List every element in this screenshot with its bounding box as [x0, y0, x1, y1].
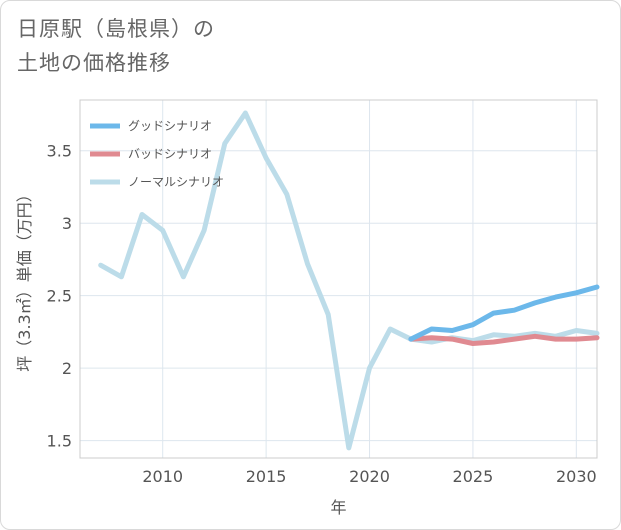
series-layer [98, 110, 600, 451]
series-line-1 [408, 333, 600, 346]
x-tick-label: 2025 [453, 467, 494, 486]
x-tick-label: 2015 [246, 467, 287, 486]
x-tick-label: 2030 [556, 467, 597, 486]
legend-label: バッドシナリオ [128, 147, 212, 161]
y-tick-label: 3 [62, 214, 72, 233]
y-tick-label: 1.5 [47, 432, 72, 451]
x-axis-title: 年 [330, 498, 346, 517]
series-line-2 [98, 110, 600, 451]
grid [80, 100, 597, 458]
y-tick-label: 2.5 [47, 287, 72, 306]
y-tick-label: 2 [62, 359, 72, 378]
x-axis: 2010 2015 2020 2025 2030 [142, 467, 596, 486]
chart-title-line2: 土地の価格推移 [17, 51, 171, 75]
x-tick-label: 2010 [142, 467, 183, 486]
y-axis-title: 坪（3.3㎡）単価（万円） [15, 186, 34, 371]
y-tick-label: 3.5 [47, 142, 72, 161]
chart-title-line1: 日原駅（島根県）の [17, 17, 215, 41]
chart-title: 日原駅（島根県）の 土地の価格推移 [17, 12, 215, 80]
legend-label: ノーマルシナリオ [128, 175, 224, 189]
series-line-0 [408, 284, 600, 342]
y-axis: 1.5 2 2.5 3 3.5 [47, 142, 72, 451]
legend-label: グッドシナリオ [128, 119, 212, 133]
plot-area [79, 99, 598, 459]
x-tick-label: 2020 [349, 467, 390, 486]
